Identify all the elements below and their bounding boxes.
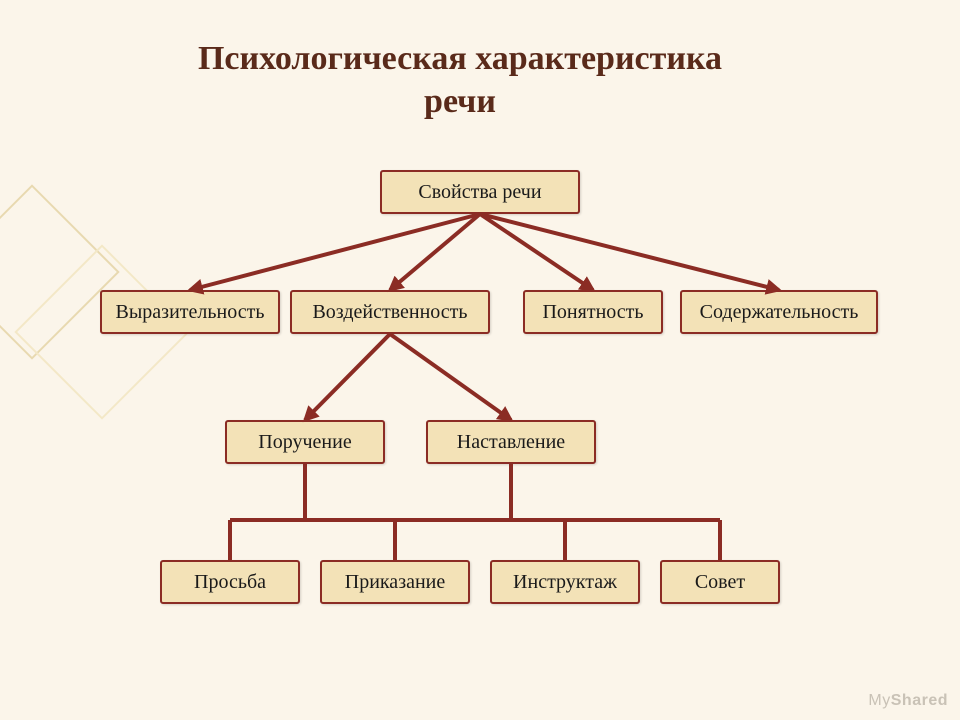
node-label: Наставление (457, 431, 565, 454)
node-label: Выразительность (116, 301, 265, 324)
edge-root-n2 (390, 214, 480, 290)
watermark: MyShared (868, 692, 948, 710)
node-label: Приказание (345, 571, 446, 594)
node-b1: Просьба (160, 560, 300, 604)
node-label: Инструктаж (513, 571, 617, 594)
node-m2: Наставление (426, 420, 596, 464)
node-b3: Инструктаж (490, 560, 640, 604)
node-label: Просьба (194, 571, 266, 594)
edge-root-n4 (480, 214, 779, 290)
node-b2: Приказание (320, 560, 470, 604)
node-n2: Воздейственность (290, 290, 490, 334)
node-n3: Понятность (523, 290, 663, 334)
node-root: Свойства речи (380, 170, 580, 214)
diagram-canvas: Психологическая характеристика речи Свойс… (0, 0, 960, 720)
node-label: Понятность (542, 301, 643, 324)
node-label: Воздейственность (312, 301, 467, 324)
node-n1: Выразительность (100, 290, 280, 334)
edge-n2-m2 (390, 334, 511, 420)
node-label: Поручение (258, 431, 351, 454)
node-label: Совет (695, 571, 745, 594)
edge-root-n1 (190, 214, 480, 290)
node-label: Свойства речи (418, 181, 541, 204)
edge-root-n3 (480, 214, 593, 290)
page-title: Психологическая характеристика речи (110, 38, 810, 123)
node-n4: Содержательность (680, 290, 878, 334)
node-b4: Совет (660, 560, 780, 604)
watermark-left: My (868, 692, 890, 709)
edge-n2-m1 (305, 334, 390, 420)
node-label: Содержательность (700, 301, 859, 324)
watermark-right: Shared (891, 692, 948, 709)
node-m1: Поручение (225, 420, 385, 464)
